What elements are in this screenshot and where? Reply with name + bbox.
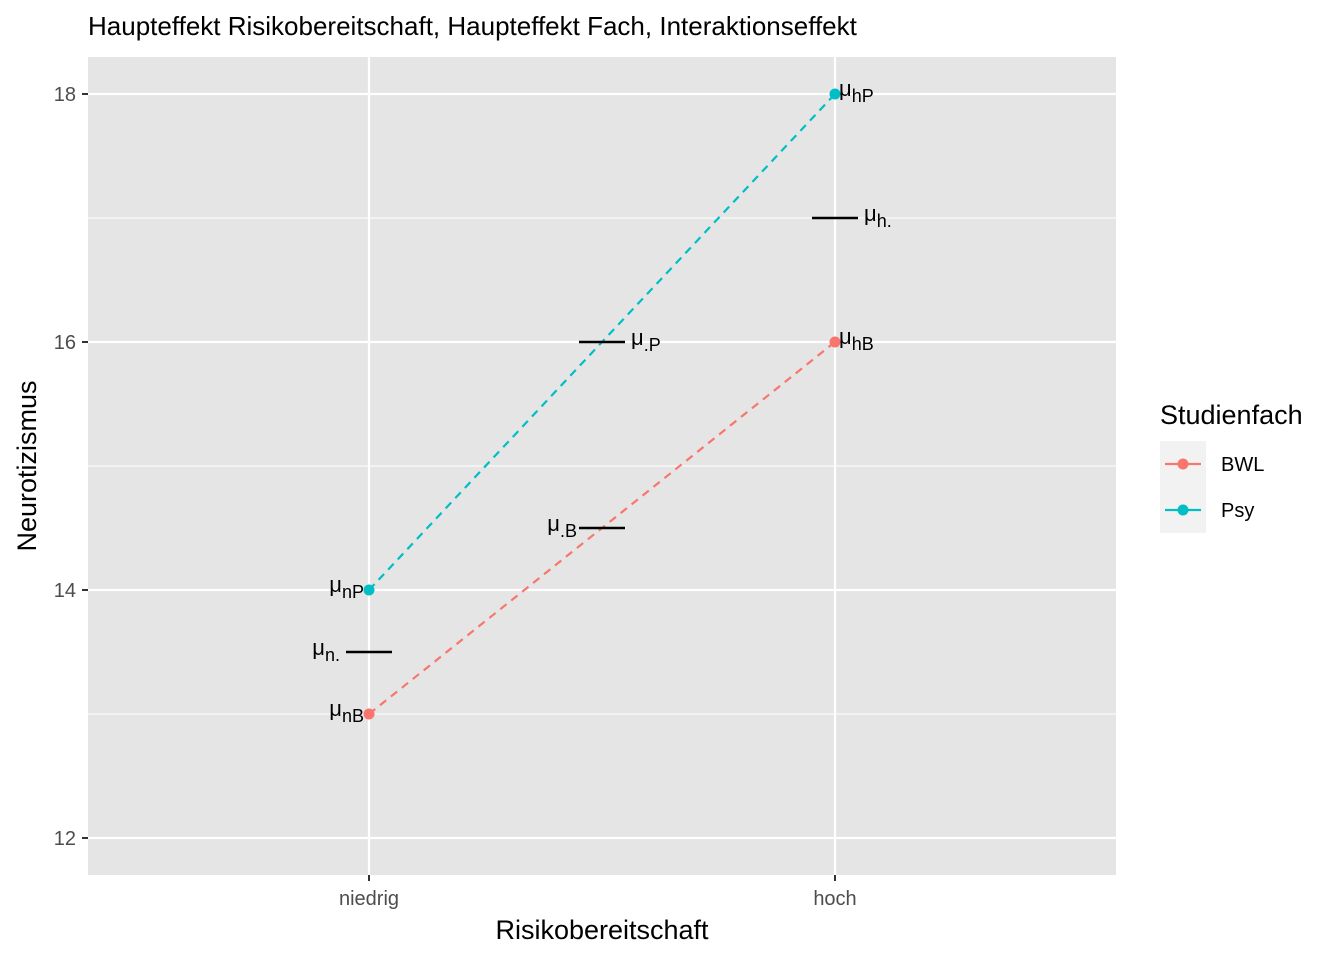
y-axis-title: Neurotizismus <box>12 380 42 551</box>
legend-title: Studienfach <box>1160 400 1303 430</box>
legend-key-point <box>1177 504 1189 516</box>
series-points <box>363 88 841 720</box>
marginal-mean-label: μ.P <box>631 325 661 355</box>
y-tick-label: 12 <box>54 828 76 850</box>
y-tick-label: 18 <box>54 84 76 106</box>
legend-key-background <box>1160 441 1206 533</box>
marginal-means <box>346 216 858 654</box>
point-mean-label: μnP <box>329 572 364 602</box>
legend-label: BWL <box>1221 454 1264 476</box>
data-point-bwl <box>363 708 375 720</box>
legend-key-point <box>1177 458 1189 470</box>
marginal-mean-label: μh. <box>864 201 892 231</box>
y-axis: 12 14 16 18 <box>54 84 88 850</box>
marginal-mean-label: μ.B <box>547 511 577 541</box>
legend-label: Psy <box>1221 500 1254 522</box>
data-point-psy <box>363 584 375 596</box>
data-point-psy <box>829 88 841 100</box>
chart-title: Haupteffekt Risikobereitschaft, Haupteff… <box>88 11 858 41</box>
x-tick-label: hoch <box>813 888 856 910</box>
x-axis-title: Risikobereitschaft <box>495 915 709 945</box>
x-axis: niedrig hoch <box>339 875 857 910</box>
legend: Studienfach BWL Psy <box>1160 400 1303 533</box>
grid-minor <box>88 217 1116 715</box>
point-mean-label: μhB <box>839 324 874 354</box>
y-tick-label: 16 <box>54 332 76 354</box>
point-mean-label: μhP <box>839 76 874 106</box>
point-mean-label: μnB <box>329 696 364 726</box>
x-tick-label: niedrig <box>339 888 399 910</box>
mu-labels: μn. μh. μ.P μ.B μnP μnB μhP μhB <box>312 76 891 726</box>
marginal-mean-label: μn. <box>312 635 340 665</box>
data-point-bwl <box>829 336 841 348</box>
y-tick-label: 14 <box>54 580 76 602</box>
